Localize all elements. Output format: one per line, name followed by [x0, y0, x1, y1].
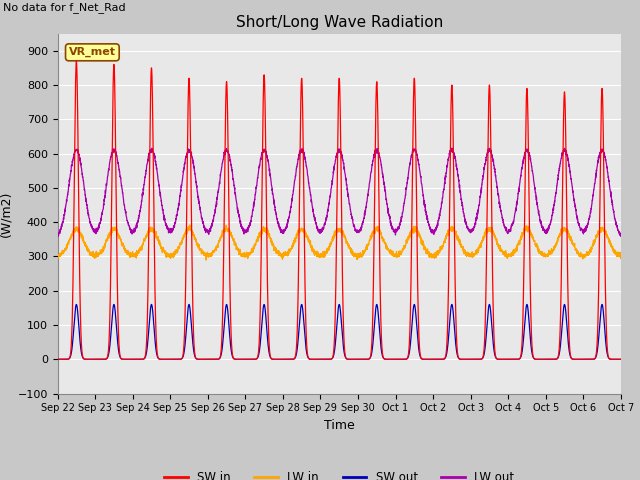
Title: Short/Long Wave Radiation: Short/Long Wave Radiation [236, 15, 443, 30]
X-axis label: Time: Time [324, 419, 355, 432]
Text: No data for f_Net_Rad: No data for f_Net_Rad [3, 2, 126, 13]
Y-axis label: (W/m2): (W/m2) [0, 191, 12, 237]
Legend: SW in, LW in, SW out, LW out: SW in, LW in, SW out, LW out [159, 466, 519, 480]
Text: VR_met: VR_met [69, 47, 116, 58]
